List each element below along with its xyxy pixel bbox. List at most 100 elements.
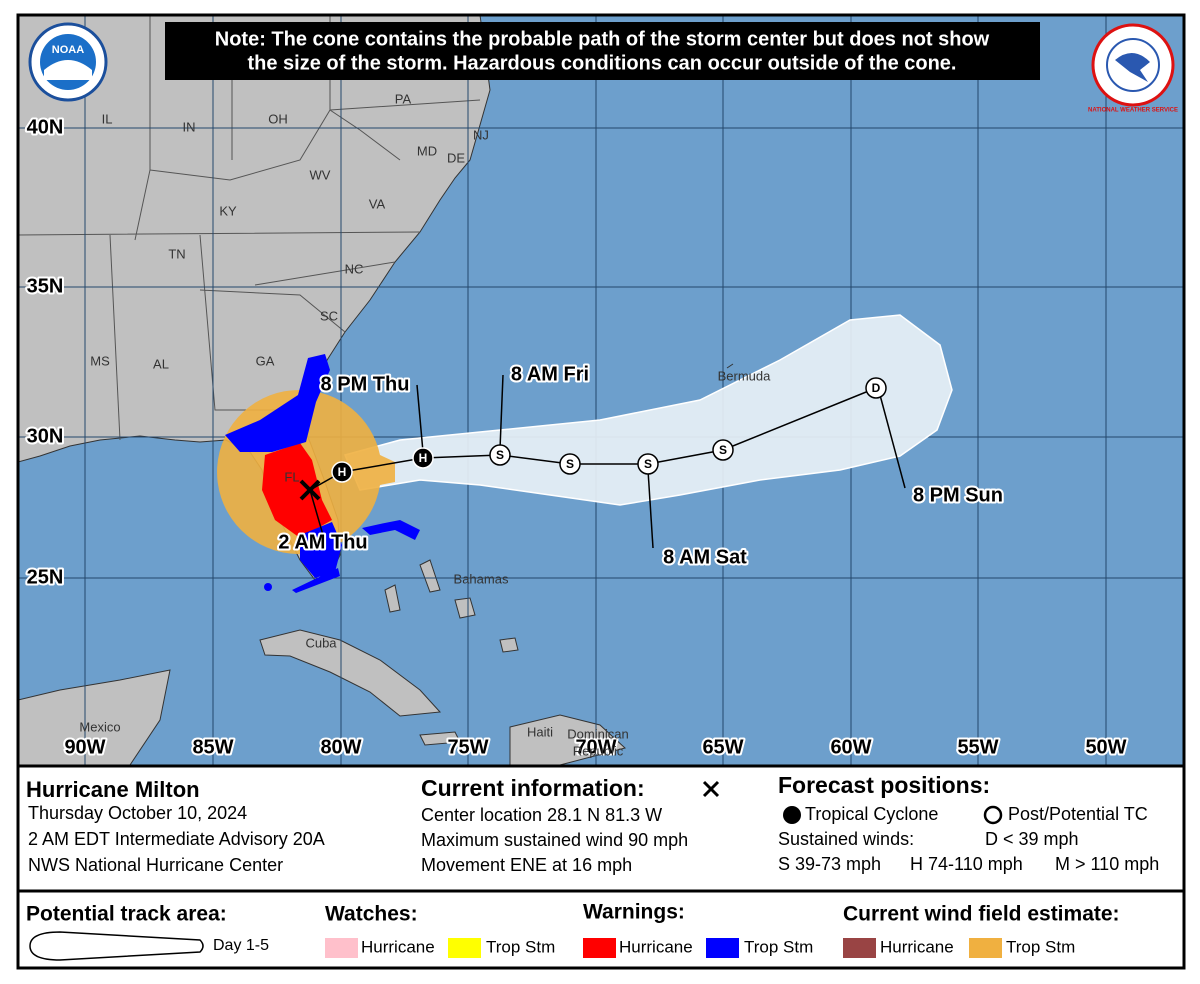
position-letter: S [496,448,504,462]
current-position-x [299,479,321,501]
position-circle [412,447,434,469]
swatch [583,938,616,958]
day-label: Day 1-5 [213,937,269,954]
cone-legend-icon [29,931,204,961]
legend-item: Trop Stm [1006,937,1075,956]
note-line: the size of the storm. Hazardous conditi… [248,52,957,74]
tropical-cyclone-label: Tropical Cyclone [805,804,938,824]
longitude-label: 70W [575,736,616,758]
swatch [843,938,876,958]
forecast-title: Forecast positions: [778,772,990,798]
forecast-position: H [412,447,434,469]
place-label: Mexico [79,719,120,734]
legend-item: Hurricane [361,937,435,956]
text-layer: Note: The cone contains the probable pat… [26,28,1178,956]
swatch [706,938,739,958]
state-label: WV [310,167,331,182]
position-circle [559,453,581,475]
longitude-label: 60W [830,736,871,758]
tropical-cyclone-icon [783,806,801,824]
bermuda [726,363,734,369]
state-label: MS [90,353,110,368]
longitude-label: 65W [702,736,743,758]
state-label: IN [183,119,196,134]
place-label: Cuba [305,635,337,650]
state-label: SC [320,308,338,323]
leader [416,384,424,453]
state-label: MD [417,143,437,158]
forecast-time-label: 8 AM Sat [663,546,747,568]
state-label: IL [102,111,113,126]
advisory-detail: NWS National Hurricane Center [28,855,283,875]
dry-tortugas-warning [264,583,272,591]
leader [647,469,654,549]
state-label: GA [256,353,275,368]
current-line: Center location 28.1 N 81.3 W [421,805,662,825]
state-label: NC [345,261,364,276]
position-letter: S [566,457,574,471]
position-circle [331,461,353,483]
forecast-time-label: 8 PM Sun [913,484,1003,506]
tropical-storm-warning-south [292,520,420,593]
current-x-icon [702,780,720,798]
leader [309,489,324,536]
position-circle [712,439,734,461]
position-circle [489,444,511,466]
legend-item: Trop Stm [744,937,813,956]
hurricane-warning [262,443,332,538]
frame [16,13,1186,970]
current-line: Movement ENE at 16 mph [421,855,632,875]
state-label: KY [219,203,237,218]
noaa-logo [28,22,108,102]
sustained-winds-label: Sustained winds: [778,829,914,849]
state-label: TN [168,246,185,261]
longitude-label: 50W [1085,736,1126,758]
track-area-title: Potential track area: [26,903,227,926]
state-label: PA [395,91,412,106]
legend-swatches [325,938,1002,958]
wind-category: H 74-110 mph [910,854,1023,874]
longitude-label: 90W [64,736,105,758]
position-letter: D [872,381,881,395]
forecast-position: D [865,377,887,399]
swatch [448,938,481,958]
post-potential-icon [983,805,1003,825]
note-line: Note: The cone contains the probable pat… [215,28,990,50]
noaa-logo-text: NOAA [52,44,84,56]
current-line: Maximum sustained wind 90 mph [421,830,688,850]
position-letter: S [719,443,727,457]
latitude-label: 25N [27,566,64,588]
map: 40N 35N 30N 25N 90W 85W 80W 75W 70W 65W 60W 55W 50W I… [18,15,1184,765]
state-borders [18,15,481,441]
leader [499,374,504,450]
wind-category: D < 39 mph [985,829,1079,849]
legend-item: Hurricane [619,937,693,956]
swatch [325,938,358,958]
state-label: FL [284,469,299,484]
place-label: Bermuda [718,368,772,383]
position-letter: H [419,451,428,465]
graticule [18,15,1184,765]
jamaica [419,731,461,746]
label-leaders [309,374,906,549]
wind-category: S 39-73 mph [778,854,881,874]
state-label: NJ [473,127,489,142]
place-label: Haiti [527,724,553,739]
forecast-time-label: 2 AM Thu [278,531,367,553]
note-box [165,22,1040,80]
latitude-label: 35N [27,275,64,297]
cuba [259,629,442,717]
state-label: DE [447,150,465,165]
state-label: AL [153,356,169,371]
advisory-detail: 2 AM EDT Intermediate Advisory 20A [28,829,325,849]
state-label: VA [369,196,386,211]
map-labels: 40N 35N 30N 25N 90W 85W 80W 75W 70W 65W 60W 55W 50W I… [25,91,1129,760]
tropical-storm-warning [225,354,330,452]
position-letter: S [644,457,652,471]
yucatan [18,669,171,765]
legend-item: Trop Stm [486,937,555,956]
forecast-position: S [489,444,511,466]
nws-logo [1091,23,1175,107]
wind-category: M > 110 mph [1055,854,1159,874]
forecast-position: S [712,439,734,461]
